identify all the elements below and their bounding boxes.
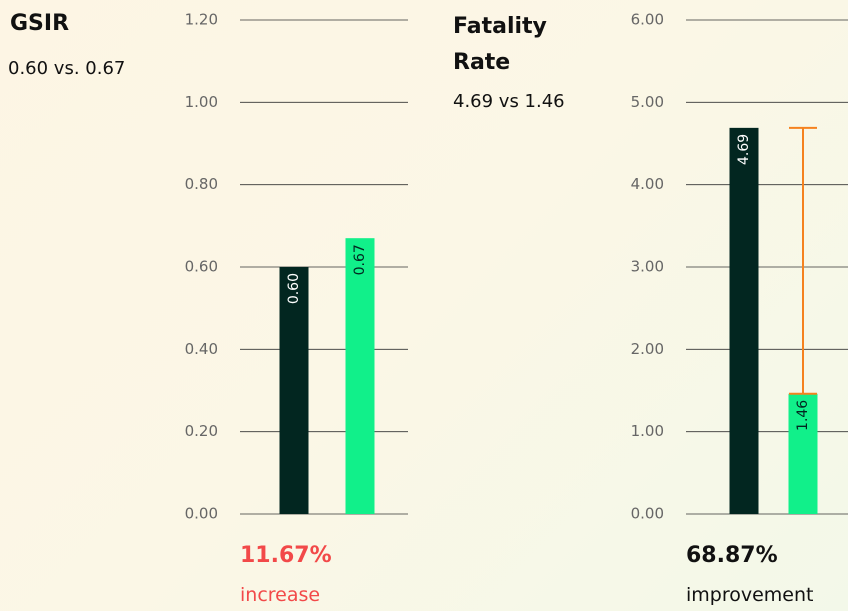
- y-tick-label: 1.00: [185, 93, 218, 111]
- value-label: 0.60: [286, 273, 302, 304]
- change-value: 11.67%: [240, 543, 332, 568]
- value-label: 1.46: [795, 400, 811, 431]
- y-tick-label: 0.00: [631, 505, 664, 523]
- y-tick-label: 0.00: [185, 505, 218, 523]
- value-label: 0.67: [352, 244, 368, 275]
- y-tick-label: 1.20: [185, 11, 218, 29]
- y-tick-label: 6.00: [631, 11, 664, 29]
- y-tick-label: 3.00: [631, 258, 664, 276]
- bar: [729, 127, 759, 515]
- change-value: 68.87%: [686, 543, 778, 568]
- y-tick-label: 1.00: [631, 422, 664, 440]
- y-tick-label: 2.00: [631, 340, 664, 358]
- y-tick-label: 0.20: [185, 422, 218, 440]
- chart-subtitle: 4.69 vs 1.46: [453, 91, 565, 112]
- bar: [279, 267, 309, 514]
- y-tick-label: 4.00: [631, 175, 664, 193]
- chart-title: GSIR: [10, 11, 70, 36]
- y-tick-label: 0.40: [185, 340, 218, 358]
- bar: [345, 238, 375, 514]
- y-tick-label: 5.00: [631, 93, 664, 111]
- value-label: 4.69: [736, 134, 752, 165]
- y-tick-label: 0.60: [185, 258, 218, 276]
- chart-subtitle: 0.60 vs. 0.67: [8, 58, 126, 79]
- change-note: increase: [240, 584, 321, 606]
- y-tick-label: 0.80: [185, 175, 218, 193]
- change-note: improvement: [686, 584, 814, 606]
- chart-title: Fatality Rate: [453, 14, 547, 75]
- bar: [788, 393, 818, 514]
